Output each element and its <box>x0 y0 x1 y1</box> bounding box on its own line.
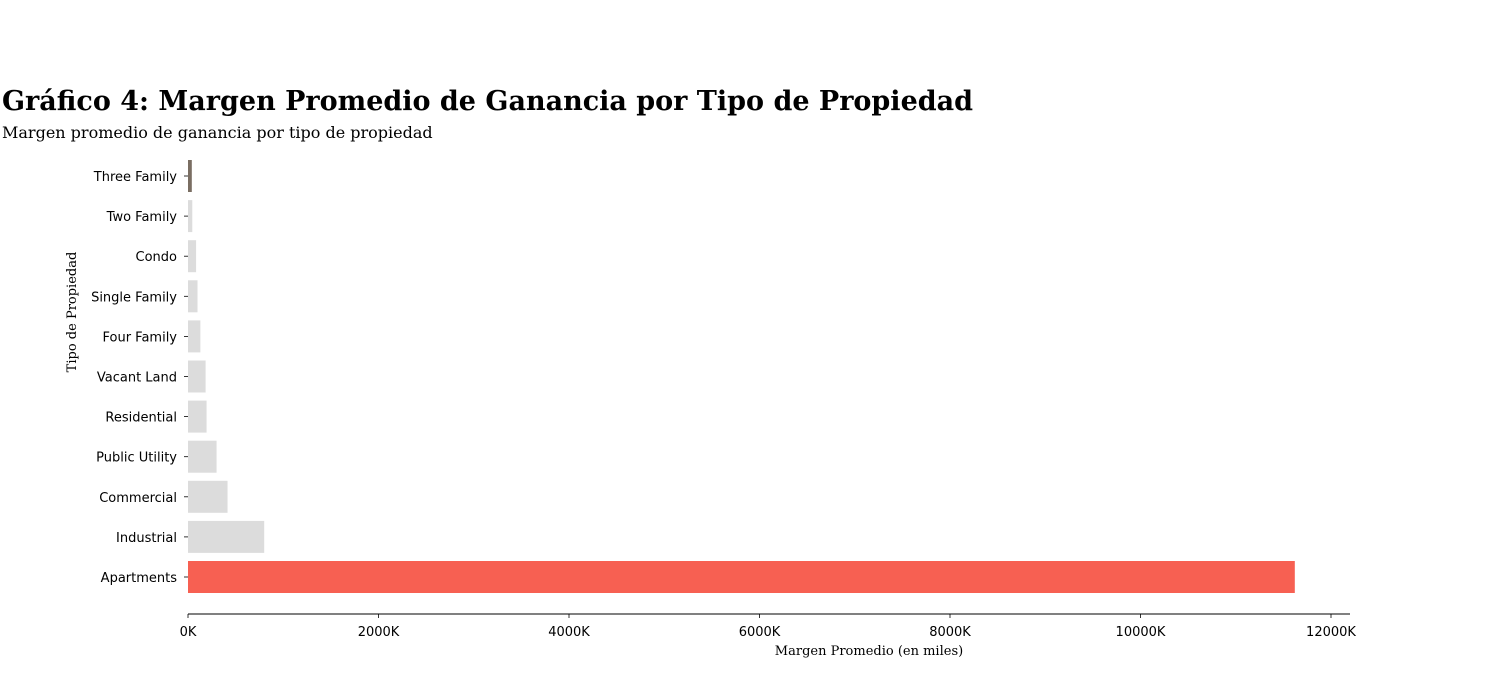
y-tick-label: Public Utility <box>96 451 177 466</box>
bar-commercial <box>188 480 228 513</box>
bar-industrial <box>188 520 265 553</box>
y-axis: Three Family Two Family Condo Single Family… <box>91 170 188 586</box>
y-tick-label: Two Family <box>106 210 178 225</box>
y-axis-title: Tipo de Propiedad <box>65 252 80 373</box>
x-tick-label: 4000K <box>548 625 590 640</box>
x-tick-label: 8000K <box>929 625 971 640</box>
y-tick-label: Apartments <box>101 571 178 586</box>
chart-subtitle: Margen promedio de ganancia por tipo de … <box>2 123 433 142</box>
bar-residential <box>188 400 207 433</box>
x-axis: 0K 2000K 4000K 6000K 8000K 10000K 12000K <box>180 613 1356 640</box>
y-tick-label: Industrial <box>116 531 177 546</box>
y-tick-label: Single Family <box>91 290 177 305</box>
bar-condo <box>188 240 197 273</box>
y-tick-label: Three Family <box>93 170 178 185</box>
x-tick-label: 0K <box>180 625 197 640</box>
x-axis-title: Margen Promedio (en miles) <box>775 644 963 659</box>
bar-public-utility <box>188 440 217 473</box>
x-tick-label: 12000K <box>1306 625 1356 640</box>
bar-two-family <box>188 200 193 233</box>
x-tick-label: 6000K <box>739 625 781 640</box>
bar-vacant-land <box>188 360 206 393</box>
y-tick-label: Four Family <box>102 330 177 345</box>
x-tick-label: 10000K <box>1116 625 1166 640</box>
bar-single-family <box>188 280 198 313</box>
chart-title: Gráfico 4: Margen Promedio de Ganancia p… <box>2 86 973 117</box>
bar-three-family <box>188 160 192 192</box>
y-tick-label: Vacant Land <box>97 371 177 386</box>
bars-group <box>188 160 1295 593</box>
bar-four-family <box>188 320 201 353</box>
y-tick-label: Residential <box>105 411 177 426</box>
y-tick-label: Commercial <box>99 491 177 506</box>
bar-apartments <box>188 561 1295 593</box>
x-tick-label: 2000K <box>358 625 400 640</box>
y-tick-label: Condo <box>136 250 178 265</box>
